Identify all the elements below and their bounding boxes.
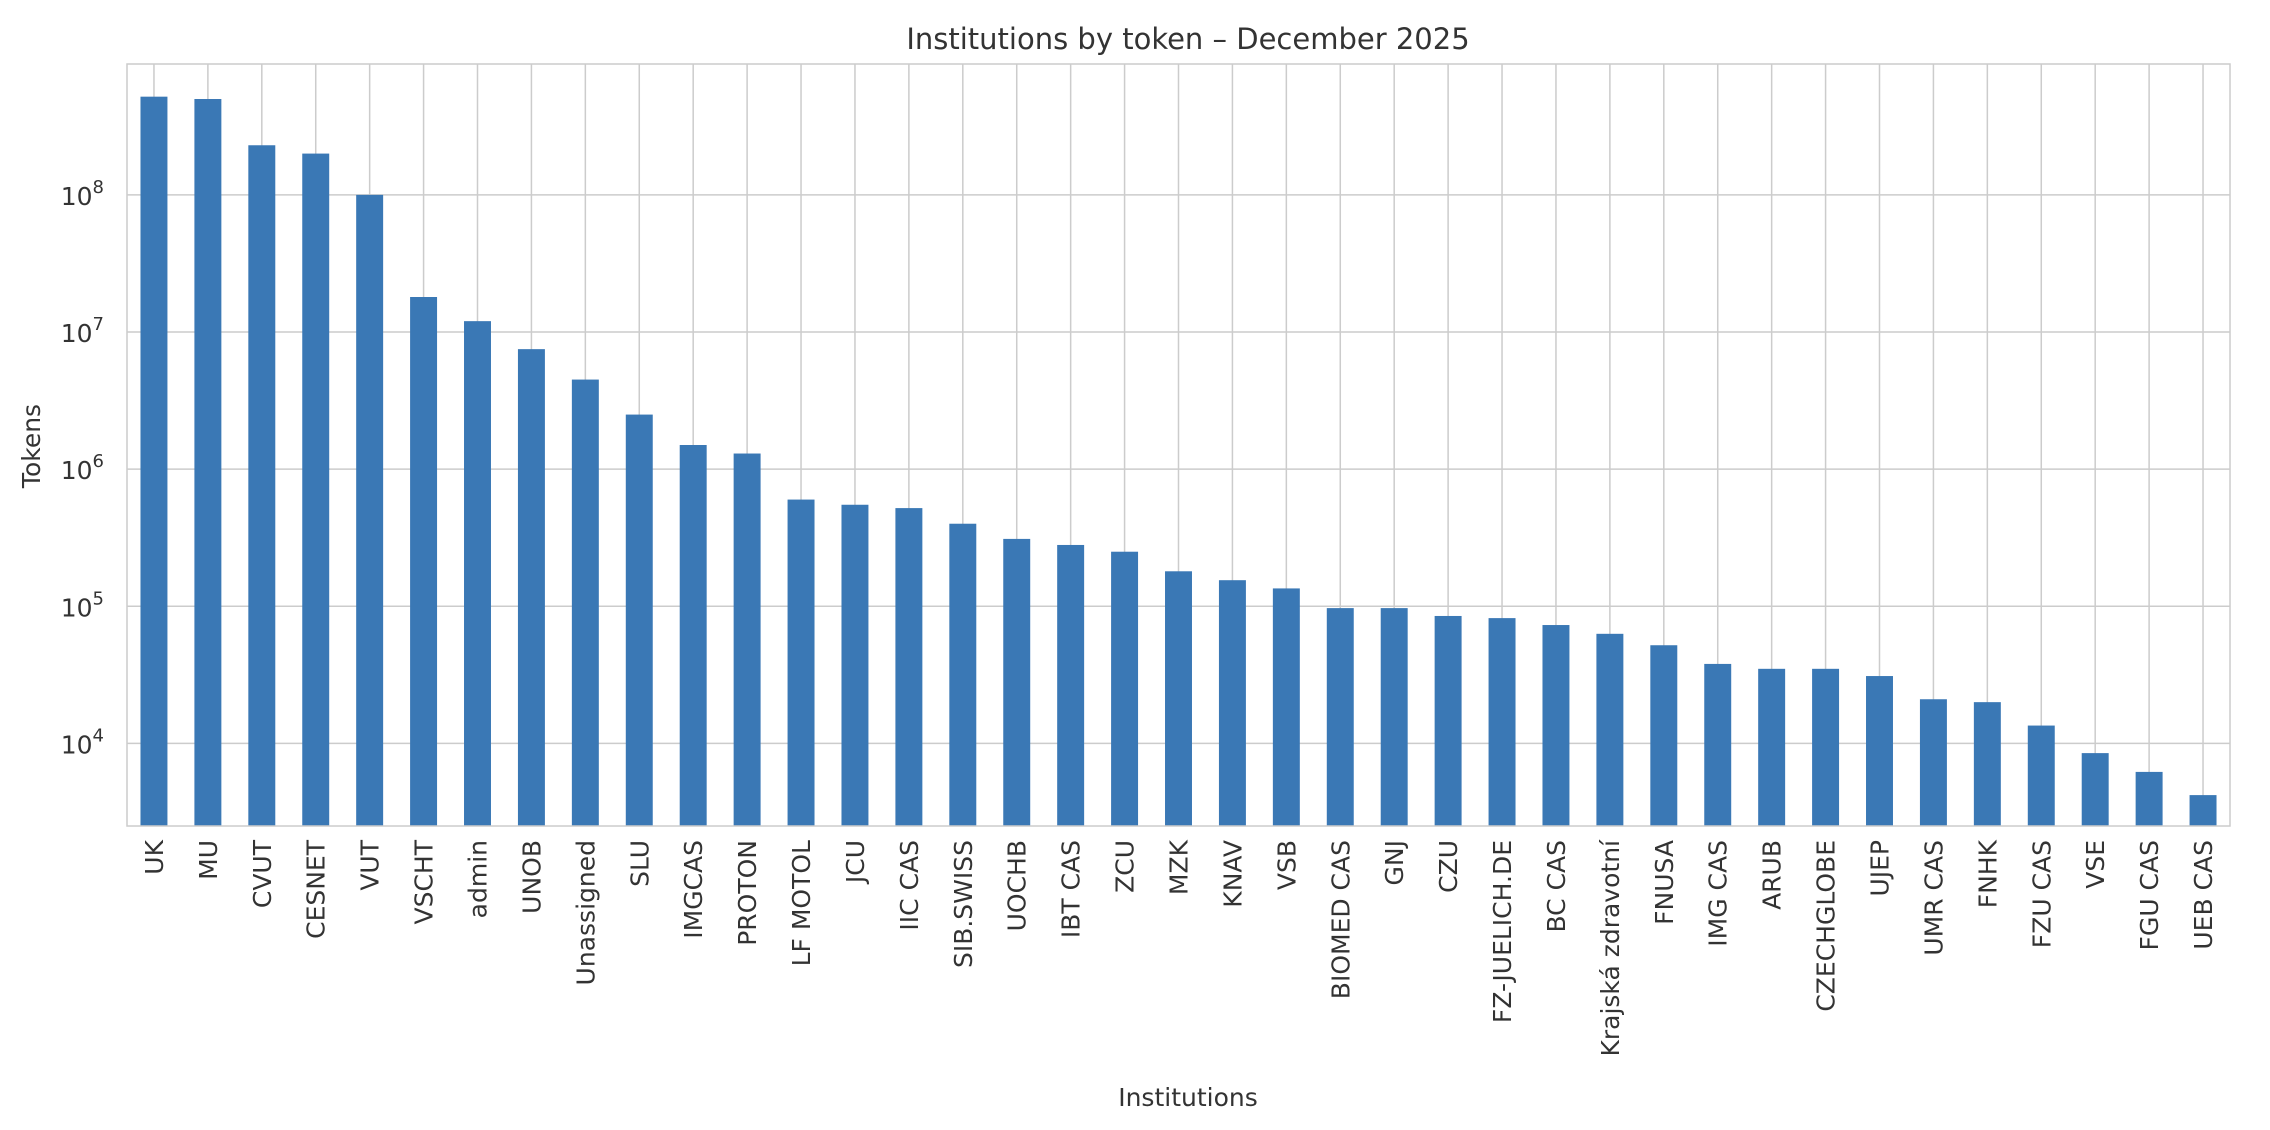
x-tick-label: SIB.SWISS xyxy=(949,840,978,968)
x-tick-label: UMR CAS xyxy=(1919,840,1948,956)
bar-czu xyxy=(1434,615,1462,826)
y-tick-label: 105 xyxy=(61,588,104,622)
bar-vsb xyxy=(1272,588,1300,826)
bar-cvut xyxy=(248,145,276,826)
x-tick-label: VUT xyxy=(356,839,385,890)
x-tick-label: BC CAS xyxy=(1542,840,1571,933)
x-tick-label: FNHK xyxy=(1973,839,2002,908)
bar-fnhk xyxy=(1973,702,2001,826)
bar-imgcas xyxy=(679,445,707,826)
x-tick-label: GNJ xyxy=(1380,840,1409,885)
bar-unassigned xyxy=(571,379,599,826)
bar-arub xyxy=(1758,668,1786,826)
bar-uk xyxy=(140,96,168,827)
x-tick-label: VSCHT xyxy=(410,839,439,924)
x-tick-label: Krajská zdravotní xyxy=(1596,839,1625,1057)
bar-admin xyxy=(464,321,491,826)
bar-mzk xyxy=(1165,571,1192,826)
bar-lf-motol xyxy=(787,499,815,826)
bar-vse xyxy=(2081,753,2109,826)
bar-unob xyxy=(517,349,545,826)
bar-fnusa xyxy=(1650,645,1678,826)
x-tick-label: UOCHB xyxy=(1003,840,1032,931)
bar-fzu-cas xyxy=(2027,725,2055,826)
bar-ibt-cas xyxy=(1057,544,1085,826)
x-tick-label: BIOMED CAS xyxy=(1326,840,1355,999)
x-tick-label: UNOB xyxy=(517,840,546,914)
x-tick-label: KNAV xyxy=(1218,840,1247,908)
y-tick-label: 108 xyxy=(61,177,104,211)
x-tick-label: ZCU xyxy=(1111,840,1140,893)
x-tick-label: CESNET xyxy=(302,839,331,939)
x-tick-label: FGU CAS xyxy=(2135,840,2164,950)
bar-cesnet xyxy=(302,153,330,826)
x-tick-label: SLU xyxy=(625,840,654,887)
bar-iic-cas xyxy=(895,508,923,826)
bar-ujep xyxy=(1866,676,1893,826)
x-tick-label: IMGCAS xyxy=(679,840,708,939)
bar-uochb xyxy=(1003,538,1031,826)
x-tick-label: MU xyxy=(194,840,223,880)
bar-vut xyxy=(356,194,384,826)
x-tick-label: Unassigned xyxy=(571,840,600,985)
x-tick-label: VSE xyxy=(2081,840,2110,889)
bar-fgu-cas xyxy=(2135,771,2163,826)
axes: 104 105 106 107 108 UK MU CVUT CESNET VUT VSCHT adm… xyxy=(61,63,2231,1057)
x-tick-label: UK xyxy=(140,839,169,874)
x-tick-label: ARUB xyxy=(1758,840,1787,910)
plot-frame xyxy=(126,63,2231,827)
bar-fz-juelich-de xyxy=(1488,618,1516,826)
bar-ueb-cas xyxy=(2189,795,2217,826)
bar-umr-cas xyxy=(1919,699,1947,826)
x-tick-label: FZ-JUELICH.DE xyxy=(1488,840,1517,1023)
x-tick-label: UEB CAS xyxy=(2189,840,2218,950)
x-tick-label: LF MOTOL xyxy=(787,840,816,966)
bar-jcu xyxy=(841,504,869,826)
x-tick-label: IBT CAS xyxy=(1057,840,1086,938)
x-tick-label: CZECHGLOBE xyxy=(1812,840,1841,1012)
bar-sib-swiss xyxy=(949,523,977,826)
x-tick-label: VSB xyxy=(1272,840,1301,890)
x-tick-label: CZU xyxy=(1434,840,1463,893)
bar-gnj xyxy=(1380,608,1408,826)
bar-krajsk-zdravotn- xyxy=(1596,633,1624,826)
bar-proton xyxy=(733,453,761,826)
x-tick-label: FNUSA xyxy=(1650,840,1679,925)
x-tick-label: admin xyxy=(464,840,493,918)
y-tick-label: 107 xyxy=(61,314,104,348)
x-axis-label: Institutions xyxy=(1118,1083,1258,1112)
y-axis-label: Tokens xyxy=(17,404,46,489)
x-tick-label: IMG CAS xyxy=(1704,840,1733,947)
y-tick-label: 106 xyxy=(61,451,104,485)
bars xyxy=(140,96,2217,827)
bar-czechglobe xyxy=(1812,668,1840,826)
bar-slu xyxy=(625,414,653,826)
bar-img-cas xyxy=(1704,663,1732,826)
x-tick-label: FZU CAS xyxy=(2027,840,2056,948)
x-tick-label: CVUT xyxy=(248,839,277,908)
bar-vscht xyxy=(410,296,438,826)
x-tick-label: IIC CAS xyxy=(895,840,924,931)
bar-zcu xyxy=(1111,551,1139,826)
x-tick-label: PROTON xyxy=(733,840,762,946)
bar-bc-cas xyxy=(1542,625,1570,826)
x-tick-label: MZK xyxy=(1165,839,1194,895)
bar-biomed-cas xyxy=(1326,608,1354,826)
x-tick-label: JCU xyxy=(841,840,870,885)
chart-title: Institutions by token – December 2025 xyxy=(906,22,1469,56)
bar-knav xyxy=(1218,580,1246,826)
y-tick-label: 104 xyxy=(61,725,104,759)
bar-mu xyxy=(194,99,222,826)
x-tick-label: UJEP xyxy=(1866,840,1895,897)
